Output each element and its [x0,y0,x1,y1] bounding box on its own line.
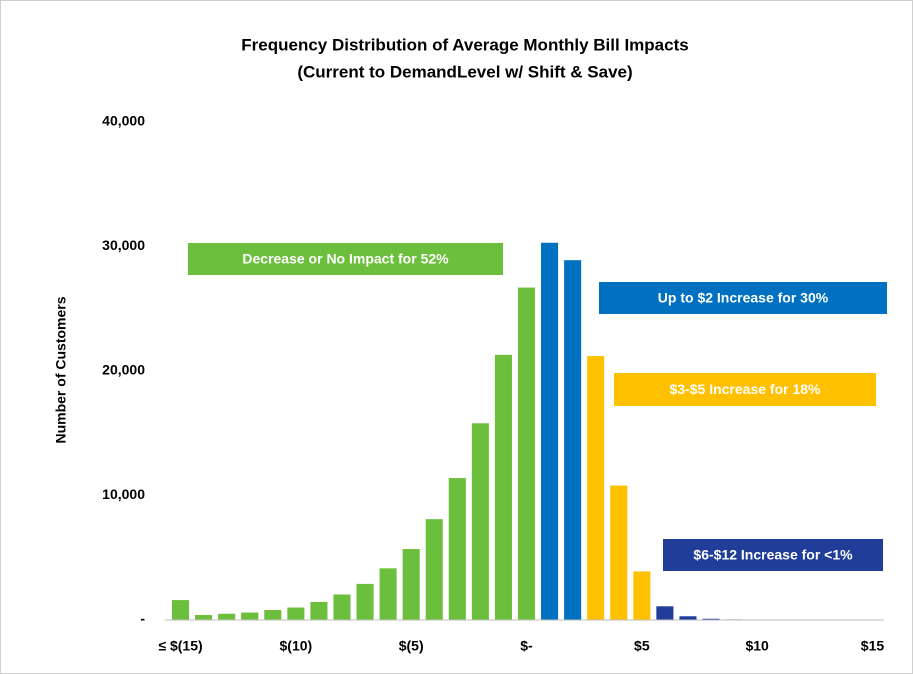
y-tick-label: 30,000 [102,237,145,253]
bar [656,606,674,620]
annotation-text: Up to $2 Increase for 30% [658,290,829,306]
bar [425,519,443,620]
y-tick-label: 10,000 [102,486,145,502]
annotation-box [614,373,876,406]
chart-title: Frequency Distribution of Average Monthl… [241,35,688,54]
x-tick-label: ≤ $(15) [158,638,202,654]
bar [633,571,651,620]
x-tick-label: $5 [634,638,650,654]
chart-subtitle: (Current to DemandLevel w/ Shift & Save) [297,62,632,81]
bar [171,600,190,620]
y-tick-label: 40,000 [102,113,145,129]
bar [471,423,489,620]
bar [195,615,213,620]
annotation-box [663,539,883,571]
bar [287,607,305,620]
bar [679,616,697,620]
annotation-text: $3-$5 Increase for 18% [670,381,822,397]
bar [264,610,282,620]
annotation-text: Decrease or No Impact for 52% [242,251,449,267]
bar [702,618,720,620]
bar [517,287,536,620]
annotation-text: $6-$12 Increase for <1% [693,547,853,563]
bar [402,549,420,620]
bar [564,260,582,620]
x-tick-label: $10 [745,638,769,654]
bar [541,242,559,620]
y-tick-label: - [140,611,145,627]
y-axis-label: Number of Customers [53,296,69,443]
y-tick-label: 20,000 [102,362,145,378]
bar [356,583,374,620]
bar [310,601,328,620]
bar [241,612,259,620]
x-tick-label: $(5) [399,638,424,654]
bar [494,354,512,620]
bar [379,568,397,620]
annotation-box [188,243,503,275]
x-tick-label: $- [520,638,533,654]
bar [587,356,605,620]
x-tick-label: $(10) [280,638,313,654]
bar [333,594,351,620]
x-tick-label: $15 [861,638,885,654]
bar [448,478,466,620]
bar [218,613,236,620]
bar [610,485,628,620]
annotation-box [599,282,887,314]
